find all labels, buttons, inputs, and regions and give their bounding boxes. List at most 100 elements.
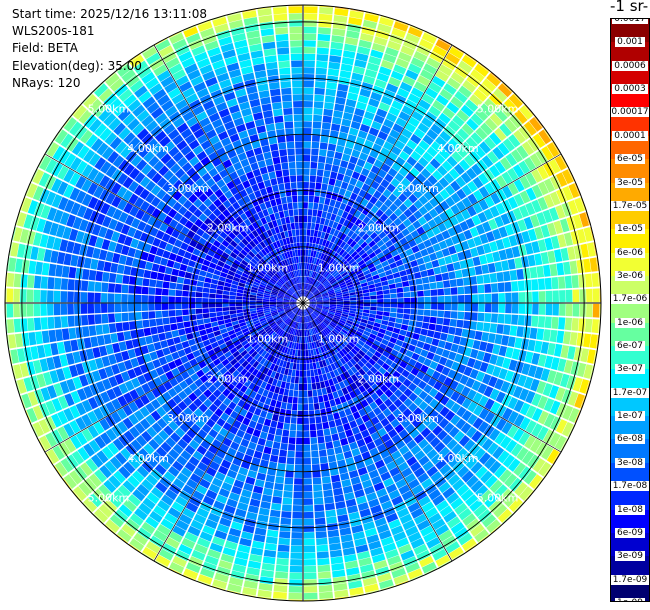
ray-gate bbox=[421, 276, 430, 284]
ray-gate bbox=[429, 252, 438, 261]
ray-gate bbox=[323, 108, 333, 117]
ray-gate bbox=[313, 369, 319, 376]
ray-gate bbox=[316, 60, 328, 69]
ray-gate bbox=[213, 217, 222, 226]
ray-gate bbox=[472, 417, 484, 430]
ray-gate bbox=[434, 476, 447, 488]
ray-gate bbox=[237, 333, 245, 340]
ray-gate bbox=[328, 61, 341, 70]
ray-gate bbox=[469, 226, 479, 238]
ray-gate bbox=[369, 313, 376, 319]
ray-gate bbox=[308, 263, 312, 270]
ray-gate bbox=[175, 519, 189, 531]
ray-gate bbox=[270, 322, 277, 329]
ray-gate bbox=[216, 311, 223, 317]
ray-gate bbox=[149, 535, 164, 548]
ray-gate bbox=[329, 299, 337, 302]
ray-gate bbox=[391, 434, 402, 444]
ray-gate bbox=[471, 430, 483, 443]
ray-gate bbox=[202, 313, 210, 319]
ray-gate bbox=[494, 464, 507, 479]
ray-gate bbox=[25, 410, 32, 424]
ray-gate bbox=[377, 23, 392, 34]
ray-gate bbox=[271, 220, 278, 228]
ray-gate bbox=[133, 229, 143, 240]
ray-gate bbox=[580, 348, 590, 363]
ray-gate bbox=[38, 419, 51, 434]
ray-gate bbox=[332, 221, 339, 229]
ray-gate bbox=[94, 83, 109, 98]
ray-gate bbox=[168, 448, 180, 460]
ray-gate bbox=[294, 308, 299, 314]
ray-gate bbox=[423, 63, 438, 75]
ray-gate bbox=[151, 422, 163, 434]
ray-gate bbox=[525, 187, 537, 201]
ray-gate bbox=[394, 456, 406, 466]
ray-gate bbox=[231, 262, 239, 270]
ray-gate bbox=[202, 123, 214, 134]
ray-gate bbox=[101, 146, 114, 160]
ray-gate bbox=[402, 450, 414, 461]
ray-gate bbox=[444, 303, 452, 311]
ray-gate bbox=[316, 537, 328, 546]
ray-gate bbox=[332, 116, 342, 125]
ray-gate bbox=[228, 196, 237, 205]
ray-gate bbox=[204, 322, 212, 329]
ray-gate bbox=[234, 557, 248, 567]
ray-gate bbox=[321, 122, 331, 130]
ray-gate bbox=[401, 228, 410, 237]
ray-gate bbox=[327, 234, 333, 242]
ray-gate bbox=[525, 291, 533, 303]
ray-gate bbox=[21, 332, 30, 347]
ray-gate bbox=[276, 306, 284, 309]
ray-gate bbox=[389, 288, 397, 294]
ray-gate bbox=[73, 291, 81, 303]
ray-gate bbox=[343, 305, 350, 308]
ray-gate bbox=[309, 305, 316, 309]
ray-gate bbox=[127, 294, 135, 303]
ray-gate bbox=[294, 315, 298, 322]
ray-gate bbox=[282, 395, 288, 403]
ray-gate bbox=[72, 351, 82, 364]
ray-gate bbox=[99, 175, 111, 188]
ray-gate bbox=[117, 108, 131, 122]
ray-gate bbox=[285, 361, 291, 369]
ray-gate bbox=[335, 292, 343, 296]
ray-gate bbox=[161, 288, 169, 296]
ray-gate bbox=[292, 349, 296, 356]
ray-gate bbox=[207, 249, 216, 257]
ray-gate bbox=[103, 479, 117, 493]
ray-gate bbox=[192, 450, 204, 461]
ray-gate bbox=[390, 418, 401, 428]
ray-gate bbox=[355, 195, 364, 204]
ray-gate bbox=[276, 271, 282, 278]
ray-gate bbox=[209, 312, 217, 318]
ray-gate bbox=[329, 199, 336, 207]
ray-gate bbox=[133, 184, 145, 196]
ray-gate bbox=[376, 347, 385, 354]
ray-gate bbox=[423, 316, 431, 323]
ray-gate bbox=[351, 149, 361, 158]
ray-gate bbox=[397, 134, 409, 145]
ray-gate bbox=[418, 263, 427, 272]
ray-gate bbox=[196, 150, 207, 161]
ray-gate bbox=[266, 271, 273, 278]
ray-gate bbox=[292, 307, 298, 312]
ray-gate bbox=[298, 383, 303, 391]
ray-gate bbox=[376, 523, 390, 534]
ray-gate bbox=[405, 349, 414, 358]
ray-gate bbox=[303, 20, 317, 27]
ray-gate bbox=[504, 473, 518, 488]
ray-gate bbox=[278, 311, 285, 315]
ray-gate bbox=[134, 285, 142, 295]
ray-gate bbox=[258, 271, 265, 278]
ray-gate bbox=[188, 303, 196, 309]
ray-gate bbox=[305, 249, 309, 257]
ray-gate bbox=[278, 246, 284, 254]
ray-gate bbox=[556, 262, 565, 276]
ray-gate bbox=[310, 443, 319, 451]
ray-gate bbox=[450, 253, 459, 263]
ray-gate bbox=[435, 39, 451, 52]
ray-gate bbox=[354, 284, 362, 289]
ray-gate bbox=[318, 314, 325, 320]
